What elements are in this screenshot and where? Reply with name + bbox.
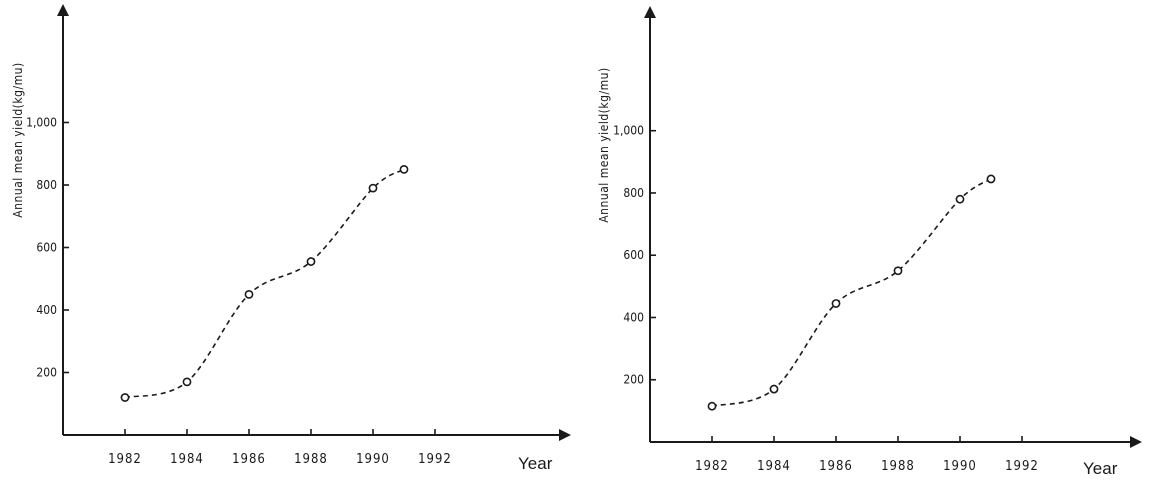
x-tick-label: 1984 bbox=[170, 452, 204, 467]
x-axis-title: Year bbox=[518, 454, 553, 473]
x-tick-label: 1988 bbox=[294, 452, 328, 467]
yield-chart-right: 200 400 600 800 1,000 1982 1984 1986 1988 1990 199… bbox=[597, 6, 1142, 478]
y-tick-label: 800 bbox=[623, 186, 644, 200]
y-tick-label: 200 bbox=[36, 366, 57, 380]
data-point bbox=[120, 393, 130, 402]
y-tick-label: 600 bbox=[623, 248, 644, 262]
y-tick-label: 400 bbox=[623, 310, 644, 324]
data-point bbox=[986, 174, 996, 184]
y-axis-title: Annual mean yield(kg/mu) bbox=[597, 67, 611, 222]
data-point bbox=[769, 384, 779, 394]
y-tick-label: 800 bbox=[36, 178, 57, 192]
y-tick-label: 600 bbox=[36, 241, 57, 255]
x-tick-label: 1992 bbox=[1005, 459, 1039, 474]
x-tick-label: 1986 bbox=[232, 452, 266, 467]
x-tick-label: 1982 bbox=[695, 459, 729, 474]
yield-chart-left: 200 400 600 800 1,000 1982 1984 1986 1988 1990 199… bbox=[11, 4, 571, 473]
data-point bbox=[368, 183, 378, 193]
data-point bbox=[306, 257, 316, 266]
data-point bbox=[955, 194, 965, 204]
x-tick-label: 1986 bbox=[819, 459, 853, 474]
x-axis-title: Year bbox=[1083, 459, 1118, 478]
x-tick-label: 1984 bbox=[757, 459, 791, 474]
data-point bbox=[893, 266, 903, 276]
chart-panel-left: 200 400 600 800 1,000 1982 1984 1986 1988 1990 199… bbox=[11, 4, 571, 473]
x-tick-label: 1990 bbox=[356, 452, 390, 467]
x-tick-label: 1992 bbox=[418, 452, 452, 467]
y-axis-title: Annual mean yield(kg/mu) bbox=[11, 62, 25, 217]
y-tick-label: 1,000 bbox=[26, 116, 57, 130]
y-tick-label: 400 bbox=[36, 303, 57, 317]
y-tick-label: 200 bbox=[623, 373, 644, 387]
x-tick-label: 1982 bbox=[108, 452, 142, 467]
y-tick-label: 1,000 bbox=[613, 124, 644, 138]
data-point bbox=[399, 164, 409, 174]
data-point bbox=[831, 299, 841, 308]
x-tick-label: 1990 bbox=[943, 459, 977, 474]
chart-panel-right: 200 400 600 800 1,000 1982 1984 1986 1988 1990 199… bbox=[584, 0, 1168, 484]
series-line bbox=[711, 178, 992, 407]
data-point bbox=[182, 377, 192, 387]
data-point bbox=[707, 401, 717, 411]
x-tick-label: 1988 bbox=[881, 459, 915, 474]
data-point bbox=[244, 289, 254, 299]
series-line bbox=[124, 168, 405, 399]
